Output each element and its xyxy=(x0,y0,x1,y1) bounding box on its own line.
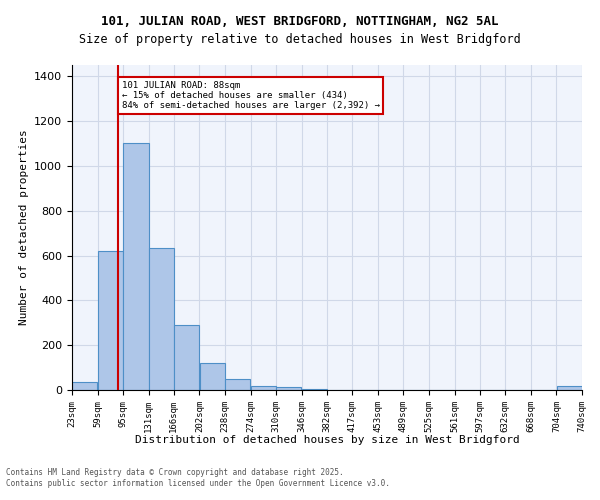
Text: Contains HM Land Registry data © Crown copyright and database right 2025.
Contai: Contains HM Land Registry data © Crown c… xyxy=(6,468,390,487)
Text: 101 JULIAN ROAD: 88sqm
← 15% of detached houses are smaller (434)
84% of semi-de: 101 JULIAN ROAD: 88sqm ← 15% of detached… xyxy=(122,80,380,110)
Bar xyxy=(557,386,582,390)
Bar xyxy=(174,325,199,390)
Bar xyxy=(98,251,123,390)
Bar xyxy=(124,144,149,390)
Bar xyxy=(225,379,250,390)
Text: 101, JULIAN ROAD, WEST BRIDGFORD, NOTTINGHAM, NG2 5AL: 101, JULIAN ROAD, WEST BRIDGFORD, NOTTIN… xyxy=(101,15,499,28)
Bar xyxy=(72,382,97,390)
Y-axis label: Number of detached properties: Number of detached properties xyxy=(19,130,29,326)
Text: Size of property relative to detached houses in West Bridgford: Size of property relative to detached ho… xyxy=(79,32,521,46)
X-axis label: Distribution of detached houses by size in West Bridgford: Distribution of detached houses by size … xyxy=(134,434,520,445)
Bar xyxy=(302,389,327,390)
Bar xyxy=(251,386,276,390)
Bar xyxy=(149,248,174,390)
Bar xyxy=(200,363,224,390)
Bar xyxy=(277,386,301,390)
